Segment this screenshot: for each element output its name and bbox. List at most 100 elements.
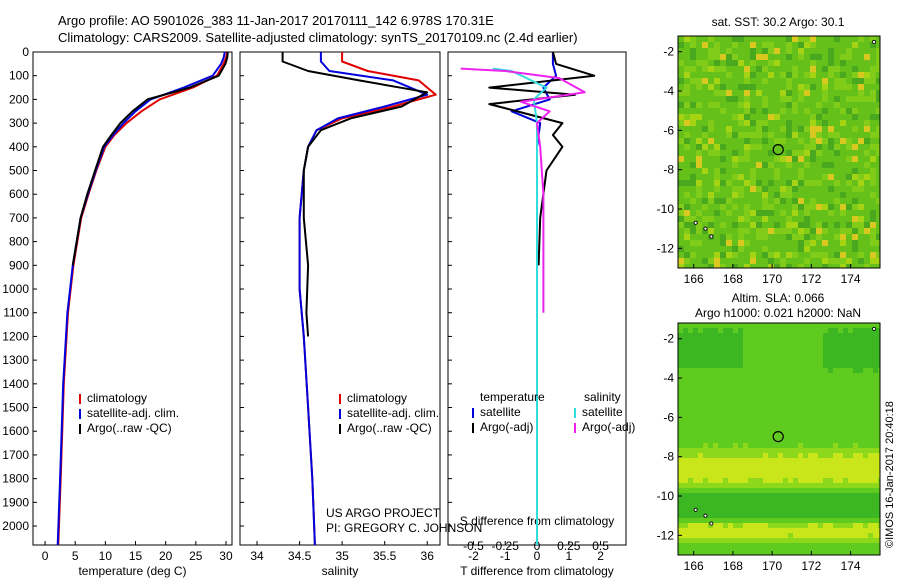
map-cell [733, 438, 738, 443]
map-cell [870, 72, 876, 78]
map-cell [848, 413, 853, 418]
map-cell [828, 204, 834, 210]
map-cell [728, 448, 733, 453]
map-cell [870, 216, 876, 222]
map-cell [804, 126, 810, 132]
island-marker [693, 507, 698, 512]
map-cell [868, 373, 873, 378]
map-cell [823, 463, 828, 468]
map-cell [773, 413, 778, 418]
map-cell [698, 453, 703, 458]
map-cell [810, 96, 816, 102]
map-cell [708, 523, 713, 528]
map-cell [758, 348, 763, 353]
y-tick-label: 1800 [2, 472, 29, 486]
map-cell [816, 84, 822, 90]
map-cell [718, 468, 723, 473]
map-cell [718, 348, 723, 353]
map-cell [803, 548, 808, 553]
map-cell [834, 246, 840, 252]
map-cell [863, 338, 868, 343]
map-cell [868, 453, 873, 458]
map-cell [816, 174, 822, 180]
map-cell [723, 433, 728, 438]
map-cell [753, 473, 758, 478]
map-cell [868, 353, 873, 358]
map-cell [852, 252, 858, 258]
map-cell [810, 132, 816, 138]
map-cell [726, 216, 732, 222]
map-cell [690, 168, 696, 174]
map-cell [816, 66, 822, 72]
map-x-tick-label: 168 [723, 272, 743, 286]
map-cell [713, 378, 718, 383]
y-tick-label: 1100 [3, 306, 29, 320]
map-cell [693, 518, 698, 523]
map-cell [858, 234, 864, 240]
map-cell [808, 508, 813, 513]
map-cell [873, 478, 878, 483]
map-cell [738, 162, 744, 168]
map-cell [718, 488, 723, 493]
map-cell [848, 353, 853, 358]
map-cell [834, 126, 840, 132]
map-cell [702, 222, 708, 228]
map-cell [868, 398, 873, 403]
map-cell [748, 513, 753, 518]
map-cell [683, 368, 688, 373]
map-cell [703, 483, 708, 488]
map-cell [780, 60, 786, 66]
map-cell [778, 423, 783, 428]
map-cell [753, 553, 758, 555]
map-cell [788, 523, 793, 528]
map-cell [864, 84, 870, 90]
map-cell [798, 66, 804, 72]
map-cell [693, 513, 698, 518]
map-cell [708, 358, 713, 363]
map-cell [753, 533, 758, 538]
map-cell [713, 323, 718, 328]
map-cell [846, 246, 852, 252]
map-cell [783, 433, 788, 438]
map-cell [696, 66, 702, 72]
map-cell [714, 198, 720, 204]
map-cell [723, 478, 728, 483]
map-cell [868, 403, 873, 408]
map-cell [804, 186, 810, 192]
map-cell [703, 428, 708, 433]
map-cell [683, 518, 688, 523]
map-cell [714, 216, 720, 222]
map-cell [798, 343, 803, 348]
map-cell [870, 102, 876, 108]
map-cell [702, 108, 708, 114]
map-cell [818, 393, 823, 398]
map-cell [762, 234, 768, 240]
map-cell [743, 368, 748, 373]
map-cell [738, 252, 744, 258]
map-cell [718, 503, 723, 508]
map-cell [780, 84, 786, 90]
map-cell [683, 488, 688, 493]
map-cell [868, 508, 873, 513]
map-cell [762, 210, 768, 216]
map-cell [852, 78, 858, 84]
map-cell [848, 468, 853, 473]
map-cell [720, 222, 726, 228]
map-cell [870, 228, 876, 234]
map-cell [728, 498, 733, 503]
map-cell [803, 478, 808, 483]
map-cell [804, 222, 810, 228]
map-cell [723, 513, 728, 518]
map-cell [758, 548, 763, 553]
map-cell [808, 523, 813, 528]
map-cell [753, 333, 758, 338]
map-cell [813, 513, 818, 518]
map-cell [773, 373, 778, 378]
map-cell [858, 448, 863, 453]
map-cell [738, 174, 744, 180]
map-cell [688, 423, 693, 428]
map-cell [808, 418, 813, 423]
map-cell [816, 210, 822, 216]
map-cell [804, 84, 810, 90]
legend-label: Argo(-adj) [582, 420, 635, 434]
